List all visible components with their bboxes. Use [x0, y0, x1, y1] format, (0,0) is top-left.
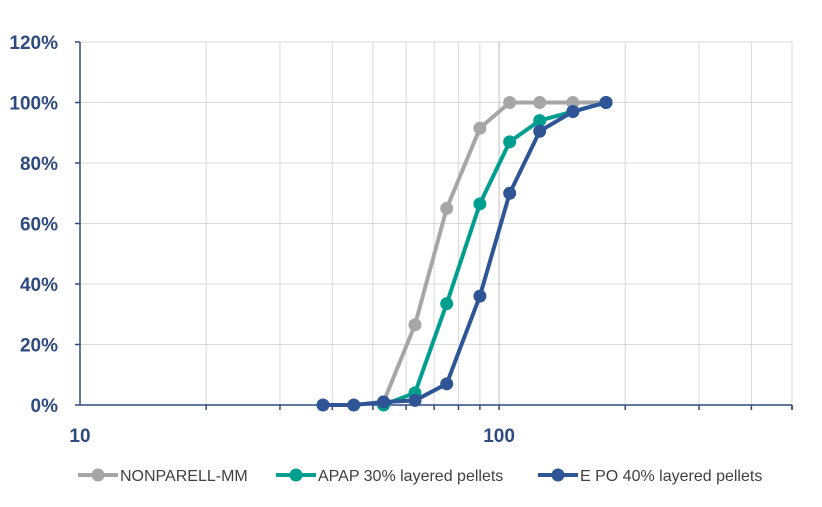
- legend-label: E PO 40% layered pellets: [580, 468, 762, 485]
- series-line: [323, 100, 607, 407]
- data-point: [473, 289, 487, 303]
- data-point: [440, 201, 454, 215]
- legend: NONPARELL-MM APAP 30% layered pellets E PO…: [78, 468, 762, 485]
- series-3: [316, 96, 613, 412]
- grid-lines: [80, 41, 793, 405]
- data-point: [503, 186, 517, 200]
- data-point: [347, 398, 361, 412]
- series-2: [377, 96, 613, 412]
- data-point: [408, 318, 422, 332]
- y-tick-label: 20%: [20, 336, 58, 357]
- legend-label: APAP 30% layered pellets: [318, 468, 503, 485]
- plot-area: [316, 96, 613, 412]
- x-tick-label: 100: [483, 426, 515, 447]
- series-1: [377, 96, 613, 409]
- legend-item: NONPARELL-MM: [78, 468, 248, 485]
- data-point: [533, 96, 547, 109]
- series-line: [382, 100, 607, 407]
- data-point: [533, 114, 547, 128]
- data-point: [316, 398, 330, 412]
- data-point: [503, 96, 517, 109]
- x-tick-label: 10: [69, 426, 90, 447]
- y-tick-label: 40%: [20, 275, 58, 296]
- y-tick-label: 120%: [9, 33, 58, 54]
- tick-labels: 0% 20% 40% 60% 80% 100% 120% 10 100: [9, 33, 515, 447]
- legend-item: APAP 30% layered pellets: [276, 468, 503, 485]
- data-point: [533, 124, 547, 138]
- y-tick-label: 100%: [9, 94, 58, 115]
- y-tick-label: 0%: [31, 396, 59, 417]
- legend-label: NONPARELL-MM: [120, 468, 248, 485]
- legend-swatch-marker: [551, 468, 565, 482]
- legend-swatch-marker: [91, 468, 105, 482]
- y-tick-label: 60%: [20, 215, 58, 236]
- data-point: [599, 96, 613, 109]
- series-line: [381, 100, 607, 403]
- y-tick-label: 80%: [20, 154, 58, 175]
- data-point: [377, 395, 391, 409]
- axes: [75, 41, 793, 410]
- legend-swatch-marker: [289, 468, 303, 482]
- data-point: [440, 377, 454, 391]
- data-point: [473, 197, 487, 211]
- data-point: [566, 96, 580, 109]
- data-point: [473, 121, 487, 135]
- legend-item: E PO 40% layered pellets: [538, 468, 762, 485]
- data-point: [503, 135, 517, 149]
- data-point: [408, 393, 422, 407]
- data-point: [566, 105, 580, 119]
- data-point: [440, 297, 454, 311]
